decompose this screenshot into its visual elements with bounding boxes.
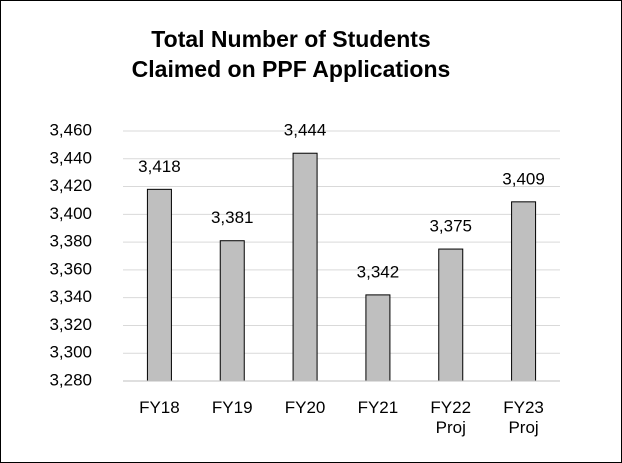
value-label: 3,375: [429, 217, 472, 236]
y-tick-label: 3,440: [49, 148, 92, 167]
x-tick-label: FY19: [211, 398, 253, 417]
y-tick-label: 3,460: [49, 120, 92, 139]
x-tick-label: FY20: [284, 398, 326, 417]
y-tick-label: 3,360: [49, 259, 92, 278]
bar: [365, 294, 391, 382]
bar: [219, 240, 245, 382]
bar: [511, 201, 537, 382]
y-tick-label: 3,400: [49, 204, 92, 223]
y-tick-label: 3,380: [49, 232, 92, 251]
value-label: 3,418: [138, 157, 181, 176]
x-tick-label: FY22 Proj: [430, 398, 472, 437]
bar: [146, 188, 172, 382]
x-tick-label: FY18: [139, 398, 180, 417]
x-tick-label: FY23 Proj: [503, 398, 544, 437]
bar: [438, 248, 464, 382]
value-label: 3,381: [211, 208, 254, 227]
value-label: 3,444: [284, 121, 327, 140]
y-tick-label: 3,320: [49, 315, 92, 334]
chart-title: Total Number of Students Claimed on PPF …: [131, 26, 451, 82]
y-tick-label: 3,340: [49, 287, 92, 306]
y-tick-label: 3,420: [49, 176, 92, 195]
value-label: 3,409: [502, 169, 545, 188]
x-tick-label: FY21: [357, 398, 399, 417]
y-tick-label: 3,300: [49, 343, 92, 362]
value-label: 3,342: [357, 262, 400, 281]
bar: [292, 152, 318, 382]
y-tick-label: 3,280: [49, 370, 92, 389]
